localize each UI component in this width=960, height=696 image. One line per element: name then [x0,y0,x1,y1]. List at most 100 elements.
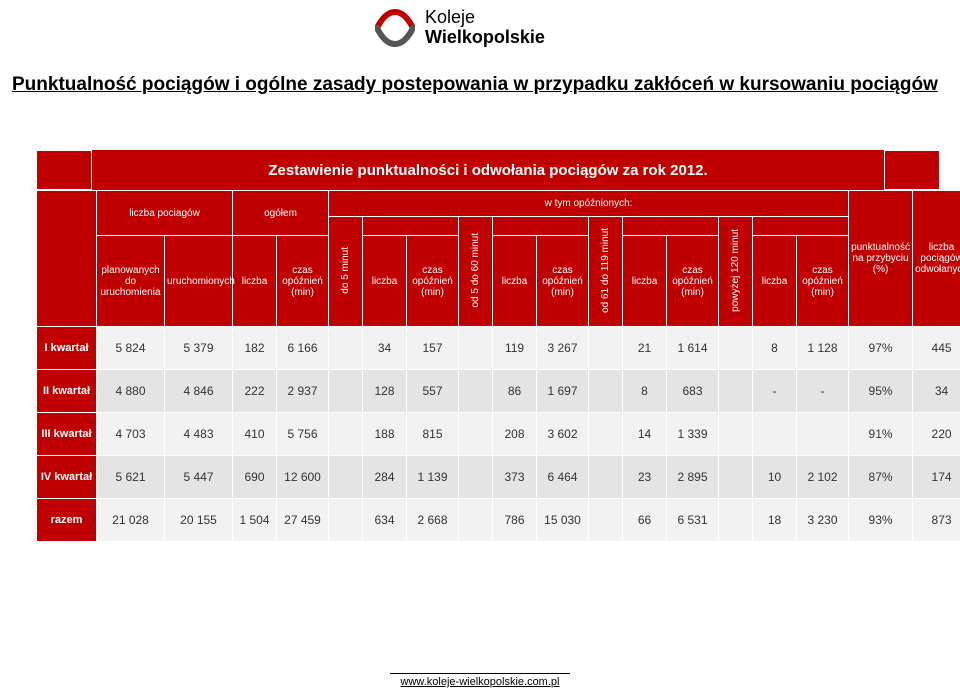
cell: 4 880 [97,370,165,413]
cell: 6 531 [667,499,719,542]
hdr-delay: czas opóźnień (min) [667,236,719,327]
cell: 634 [363,499,407,542]
cell: 2 668 [407,499,459,542]
cell: 119 [493,327,537,370]
cell: - [797,370,849,413]
row-label: razem [37,499,97,542]
cell [329,456,363,499]
logo-line2: Wielkopolskie [425,28,545,48]
cell: 815 [407,413,459,456]
cell: 97% [849,327,913,370]
cell: 557 [407,370,459,413]
cell: 8 [623,370,667,413]
cell: 1 614 [667,327,719,370]
cell [459,327,493,370]
cell: 21 028 [97,499,165,542]
cell [459,370,493,413]
logo-icon [375,8,415,48]
hdr-count: liczba [623,236,667,327]
cell: 21 [623,327,667,370]
hdr-delay: czas opóźnień (min) [797,236,849,327]
page-title: Punktualność pociągów i ogólne zasady po… [0,74,960,96]
table-row: IV kwartał5 6215 44769012 6002841 139373… [37,456,960,499]
cell [459,499,493,542]
cell [753,413,797,456]
cell: 10 [753,456,797,499]
hdr-bucket-61-119: od 61 do 119 minut [600,228,611,313]
cell: 174 [913,456,960,499]
cell: 12 600 [277,456,329,499]
cell: 873 [913,499,960,542]
cell: 8 [753,327,797,370]
cell: 27 459 [277,499,329,542]
cell: 5 756 [277,413,329,456]
cell: 373 [493,456,537,499]
hdr-count: liczba [753,236,797,327]
cell [459,456,493,499]
cell: 2 937 [277,370,329,413]
cell [589,327,623,370]
cell: 14 [623,413,667,456]
cell [797,413,849,456]
cell: 690 [233,456,277,499]
cell [719,499,753,542]
cell: 93% [849,499,913,542]
cell: 2 895 [667,456,719,499]
cell: 23 [623,456,667,499]
cell: 34 [363,327,407,370]
cell [589,370,623,413]
hdr-planned: planowanych do uruchomienia [97,236,165,327]
cell: 4 703 [97,413,165,456]
cell: 5 824 [97,327,165,370]
cell: 188 [363,413,407,456]
cell [329,370,363,413]
cell [719,456,753,499]
cell: 95% [849,370,913,413]
table-caption: Zestawienie punktualności i odwołania po… [268,162,707,179]
cell: 4 846 [165,370,233,413]
cell: 91% [849,413,913,456]
cell: 5 621 [97,456,165,499]
logo-line1: Koleje [425,8,545,28]
cell [329,327,363,370]
table-row: razem21 02820 1551 50427 459 6342 668 786 1… [37,499,960,542]
cell: 157 [407,327,459,370]
hdr-trains: liczba pociagów [97,191,233,236]
cell [719,413,753,456]
cell: 6 464 [537,456,589,499]
cell: 87% [849,456,913,499]
cell [719,370,753,413]
cell: 445 [913,327,960,370]
cell [589,499,623,542]
footer-link[interactable]: www.koleje-wielkopolskie.com.pl [401,676,560,688]
row-label: II kwartał [37,370,97,413]
table-row: III kwartał4 7034 4834105 7561888152083 … [37,413,960,456]
cell: 2 102 [797,456,849,499]
cell: 4 483 [165,413,233,456]
hdr-bucket-5: do 5 minut [340,247,351,294]
table-caption-row: Zestawienie punktualności i odwołania po… [36,150,940,190]
cell: 18 [753,499,797,542]
cell: 20 155 [165,499,233,542]
hdr-count: liczba [233,236,277,327]
cell: 1 504 [233,499,277,542]
table-row: I kwartał5 8245 3791826 166341571193 267… [37,327,960,370]
row-label: III kwartał [37,413,97,456]
cell: 220 [913,413,960,456]
hdr-count: liczba [493,236,537,327]
cell: 786 [493,499,537,542]
hdr-delay: czas opóźnień (min) [277,236,329,327]
cell [589,456,623,499]
cell [329,499,363,542]
row-label: IV kwartał [37,456,97,499]
footer: www.koleje-wielkopolskie.com.pl [0,673,960,688]
cell: 128 [363,370,407,413]
hdr-punctuality: punktualność na przybyciu (%) [849,191,913,327]
logo: Koleje Wielkopolskie [375,8,545,48]
cell: 1 128 [797,327,849,370]
hdr-launched: uruchomionych [165,236,233,327]
hdr-delayed: w tym opóźnionych: [329,191,849,217]
cell: 284 [363,456,407,499]
hdr-bucket-120: powyżej 120 minut [730,229,741,312]
cell: 34 [913,370,960,413]
